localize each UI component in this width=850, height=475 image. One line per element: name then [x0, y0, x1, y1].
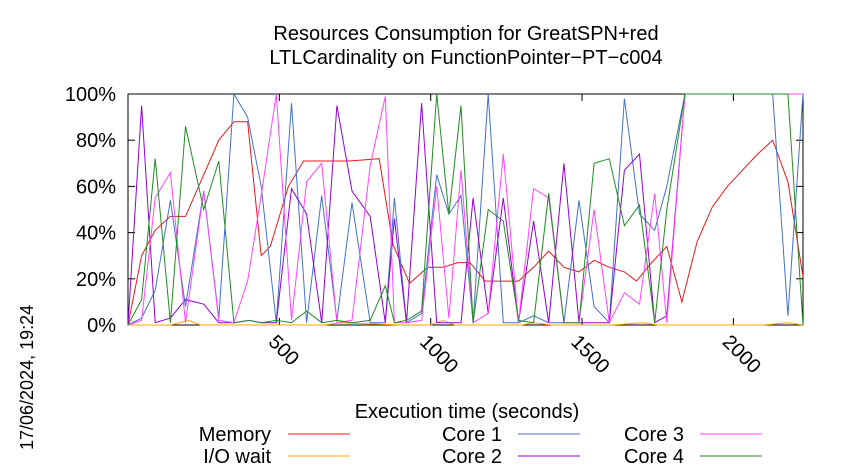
y-axis: 0% 20% 40% 60% 80% 100% — [65, 84, 803, 337]
series-line-core-1 — [127, 92, 804, 326]
x-tick-label: 1000 — [415, 331, 462, 378]
y-tick-label: 40% — [76, 223, 116, 245]
chart-title-line-2: LTLCardinality on FunctionPointer−PT−c00… — [269, 47, 662, 69]
y-tick-label: 80% — [76, 130, 116, 152]
timestamp: 17/06/2024, 19:24 — [17, 305, 37, 450]
x-axis-label: Execution time (seconds) — [355, 401, 580, 423]
legend-label: Core 1 — [442, 424, 502, 446]
series-line-memory — [127, 121, 804, 326]
x-tick-label: 2000 — [718, 331, 765, 378]
series-line-core-3 — [127, 93, 803, 326]
x-axis: 500 1000 1500 2000 — [264, 94, 765, 378]
y-tick-label: 20% — [76, 269, 116, 291]
legend-label: Core 2 — [442, 446, 502, 468]
legend-label: Core 4 — [624, 446, 684, 468]
y-tick-label: 0% — [87, 315, 116, 337]
legend-label: I/O wait — [203, 446, 271, 468]
plot-frame — [127, 93, 804, 326]
series-line-core-4 — [127, 93, 804, 326]
legend-label: Core 3 — [624, 424, 684, 446]
chart-title-line-1: Resources Consumption for GreatSPN+red — [273, 23, 658, 45]
series-lines — [127, 92, 804, 326]
x-tick-label: 1500 — [567, 331, 614, 378]
legend-label: Memory — [199, 424, 271, 446]
series-line-core-2 — [127, 93, 803, 326]
y-tick-label: 60% — [76, 176, 116, 198]
x-tick-label: 500 — [264, 331, 303, 370]
y-tick-label: 100% — [65, 84, 116, 106]
